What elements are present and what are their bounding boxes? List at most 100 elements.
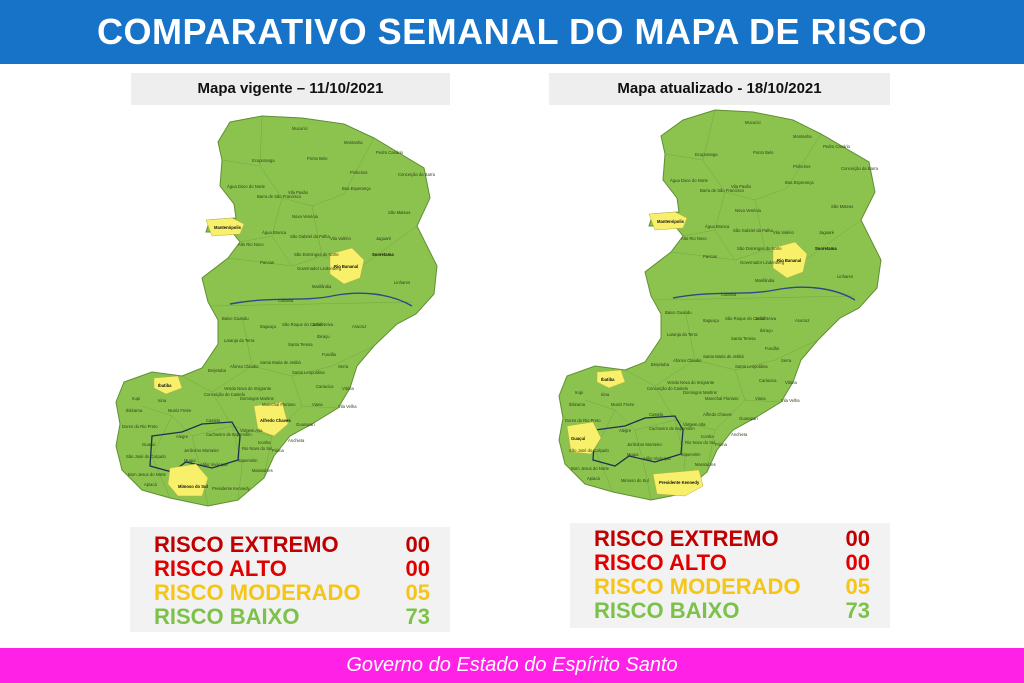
label-vitoria: Vitória [342, 386, 354, 391]
risk-label-baixo: RISCO BAIXO [594, 598, 740, 623]
label-rio-novo-sul: Rio Novo do Sul [242, 446, 272, 451]
label-marilandia: Marilândia [312, 284, 332, 289]
label-agua-doce: Água Doce do Norte [227, 184, 266, 189]
label-linhares: Linhares [837, 274, 853, 279]
risk-label-moderado: RISCO MODERADO [594, 574, 801, 599]
label-sao-mateus: São Mateus [388, 210, 410, 215]
risk-row-baixo: RISCO BAIXO 73 [594, 599, 870, 623]
label-brejetuba: Brejetuba [208, 368, 227, 373]
label-colatina: Colatina [278, 298, 294, 303]
label-domingos-martins: Domingos Martins [683, 390, 717, 395]
label-jeronimo-monteiro: Jerônimo Monteiro [627, 442, 662, 447]
label-alegre: Alegre [176, 434, 189, 439]
label-sao-roque: São Roque do Canaã [725, 316, 766, 321]
label-atilio-vivacqua: Atílio Vivácqua [643, 456, 671, 461]
label-pinheiros: Pinheiros [793, 164, 810, 169]
label-linhares: Linhares [394, 280, 410, 285]
label-mimoso-sul: Mimoso do Sul [621, 478, 649, 483]
label-pedro-canario: Pedro Canário [823, 144, 851, 149]
label-joao-neiva: João Neiva [755, 316, 777, 321]
label-sooretama: Sooretama [815, 246, 837, 251]
yellow-region-rio-bananal [772, 241, 808, 279]
label-laranja-terra: Laranja da Terra [667, 332, 698, 337]
label-domingos-martins: Domingos Martins [240, 396, 274, 401]
label-fundao: Fundão [765, 346, 780, 351]
label-marechal-floriano: Marechal Floriano [705, 396, 739, 401]
risk-row-baixo: RISCO BAIXO 73 [154, 605, 430, 629]
label-venda-nova: Venda Nova do Imigrante [667, 380, 715, 385]
label-mucurici: Mucurici [745, 120, 761, 125]
label-pedro-canario: Pedro Canário [376, 150, 404, 155]
label-laranja-terra: Laranja da Terra [224, 338, 255, 343]
yellow-region-rio-bananal [329, 247, 365, 285]
label-iconha: Iconha [701, 434, 714, 439]
label-ponto-belo: Ponto Belo [307, 156, 328, 161]
label-mantenopolis: Mantenópolis [657, 219, 685, 224]
label-presidente-kennedy: Presidente Kennedy [659, 480, 700, 485]
label-baixo-guandu: Baixo Guandu [665, 310, 692, 315]
label-conceicao-castelo: Conceição do Castelo [204, 392, 246, 397]
label-ibitirama: Ibitirama [569, 402, 586, 407]
label-agua-doce: Água Doce do Norte [670, 178, 709, 183]
label-vargem-alta: Vargem Alta [683, 422, 706, 427]
label-sao-jose-calcado: São José do Calçado [126, 454, 166, 459]
risk-label-alto: RISCO ALTO [594, 550, 727, 575]
label-alegre: Alegre [619, 428, 632, 433]
label-ecoporanga: Ecoporanga [252, 158, 275, 163]
label-joao-neiva: João Neiva [312, 322, 334, 327]
label-guacui: Guaçuí [571, 436, 586, 441]
label-cariacica: Cariacica [316, 384, 334, 389]
label-iuna: Iúna [601, 392, 610, 397]
label-baixo-guandu: Baixo Guandu [222, 316, 249, 321]
label-muqui: Muqui [184, 458, 195, 463]
yellow-region-mantenopolis [648, 211, 688, 231]
label-vitoria: Vitória [785, 380, 797, 385]
label-montanha: Montanha [793, 134, 812, 139]
label-itaguacu: Itaguaçu [703, 318, 720, 323]
label-pinheiros: Pinheiros [350, 170, 367, 175]
label-barra-sao-francisco: Barra de São Francisco [700, 188, 745, 193]
label-ibatiba: Ibatiba [158, 383, 172, 388]
label-agua-branca: Água Branca [705, 224, 730, 229]
label-venda-nova: Venda Nova do Imigrante [224, 386, 272, 391]
label-presidente-kennedy: Presidente Kennedy [212, 486, 251, 491]
footer-credit: Governo do Estado do Espírito Santo [0, 648, 1024, 683]
label-viana: Viana [312, 402, 323, 407]
label-sooretama: Sooretama [372, 252, 394, 257]
risk-row-alto: RISCO ALTO 00 [594, 551, 870, 575]
label-ibatiba: Ibatiba [601, 377, 615, 382]
label-serra: Serra [781, 358, 792, 363]
label-piuma: Piúma [272, 448, 285, 453]
label-colatina: Colatina [721, 292, 737, 297]
map-title-updated: Mapa atualizado - 18/10/2021 [549, 73, 890, 105]
label-sao-jose-calcado: São José do Calçado [569, 448, 609, 453]
risk-value-alto: 00 [405, 556, 430, 581]
label-marilandia: Marilândia [755, 278, 775, 283]
label-rio-novo-sul: Rio Novo do Sul [685, 440, 715, 445]
label-governador-lindenberg: Governador Lindenberg [740, 260, 785, 265]
label-marechal-floriano: Marechal Floriano [262, 402, 296, 407]
yellow-region-guacui [566, 421, 602, 455]
label-santa-teresa: Santa Teresa [288, 342, 313, 347]
label-vila-velha: Vila Velha [781, 398, 800, 403]
yellow-region-presidente-kennedy [652, 469, 704, 497]
label-sao-gabriel: São Gabriel da Palha [290, 234, 330, 239]
label-alfredo-chaves: Alfredo Chaves [703, 412, 732, 417]
label-vila-valerio: Vila Valério [773, 230, 794, 235]
label-sao-gabriel: São Gabriel da Palha [733, 228, 773, 233]
label-apiaca: Apiacá [144, 482, 157, 487]
risk-value-baixo: 73 [845, 598, 870, 623]
label-irupi: Irupi [132, 396, 140, 401]
label-santa-leopoldina: Santa Leopoldina [292, 370, 325, 375]
label-itaguacu: Itaguaçu [260, 324, 277, 329]
label-rio-bananal: Rio Bananal [777, 258, 801, 263]
label-jaguare: Jaguaré [376, 236, 392, 241]
label-ecoporanga: Ecoporanga [695, 152, 718, 157]
label-fundao: Fundão [322, 352, 337, 357]
label-cariacica: Cariacica [759, 378, 777, 383]
label-piuma: Piúma [715, 442, 728, 447]
label-rio-bananal: Rio Bananal [334, 264, 358, 269]
label-vila-pavao: Vila Pavão [288, 190, 309, 195]
label-mantenopolis: Mantenópolis [214, 225, 242, 230]
risk-label-extremo: RISCO EXTREMO [594, 526, 779, 551]
